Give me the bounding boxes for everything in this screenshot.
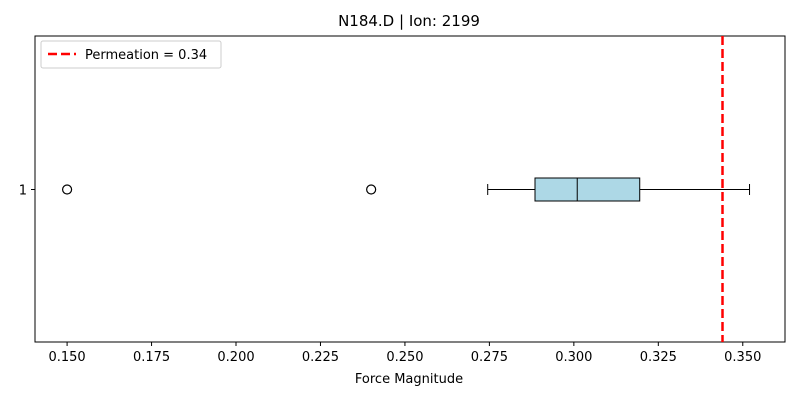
x-tick-label: 0.300 [555,350,592,365]
outlier-point [61,184,73,195]
legend: Permeation = 0.34 [40,40,222,69]
x-tick-label: 0.250 [386,350,423,365]
x-tick-label: 0.350 [724,350,761,365]
y-axis-ticks: 1 [19,184,35,199]
legend-label-permeation: Permeation = 0.34 [85,48,207,63]
x-tick-label: 0.150 [48,350,85,365]
box-series [61,177,751,202]
x-tick-label: 0.325 [640,350,677,365]
legend-frame [40,40,222,69]
x-axis-label: Force Magnitude [355,372,463,387]
x-tick-label: 0.175 [133,350,170,365]
outlier-point [366,184,377,195]
x-tick-label: 0.225 [302,350,339,365]
chart-title: N184.D | Ion: 2199 [338,12,480,30]
x-tick-label: 0.275 [471,350,508,365]
box-iqr [534,177,641,202]
y-tick-label: 1 [19,184,27,199]
x-tick-label: 0.200 [217,350,254,365]
x-axis-ticks: 0.150 0.175 0.200 0.225 0.250 0.275 0.300 0.325… [48,342,761,365]
